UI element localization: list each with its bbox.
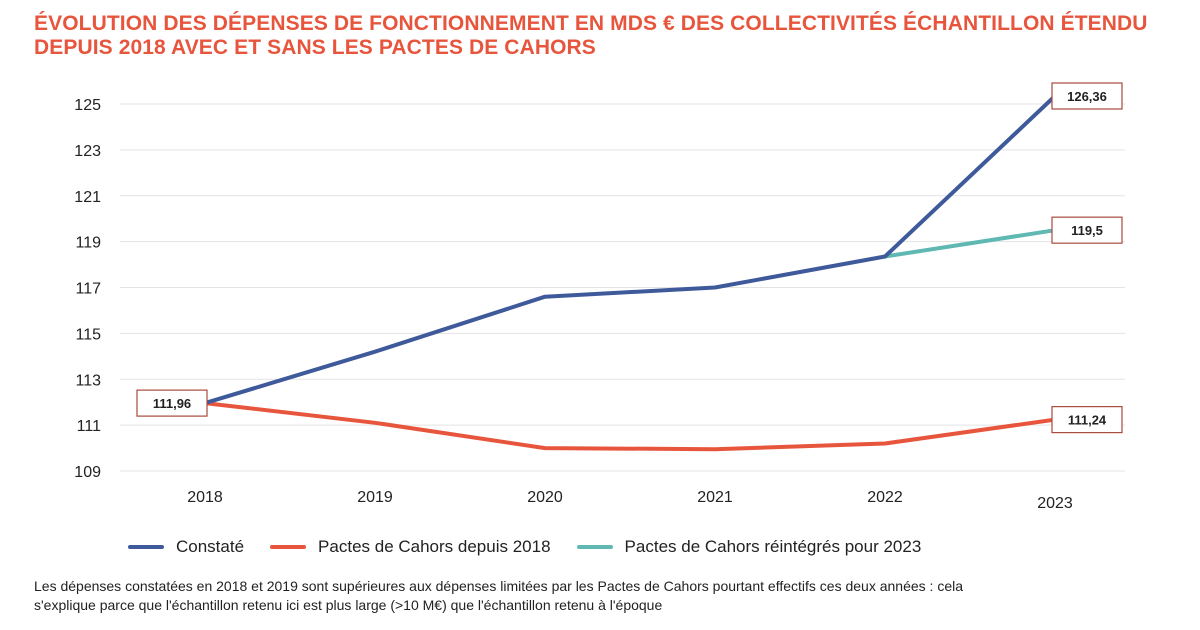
- legend-label-cahors: Pactes de Cahors depuis 2018: [318, 537, 551, 556]
- chart-title: ÉVOLUTION DES DÉPENSES DE FONCTIONNEMENT…: [34, 12, 1174, 60]
- data-label-box: [136, 389, 208, 417]
- y-tick-label: 113: [75, 372, 101, 389]
- data-label: 119,5: [1071, 223, 1103, 238]
- y-tick-label: 125: [74, 97, 101, 114]
- x-tick-label: 2020: [527, 489, 563, 506]
- data-label: 111,96: [153, 396, 191, 411]
- series-line-1: [203, 401, 1057, 452]
- x-tick-label: 2021: [697, 489, 733, 506]
- data-label-box: [1051, 82, 1123, 110]
- legend-label-constate: Constaté: [176, 537, 245, 556]
- data-label-box: [1051, 216, 1123, 244]
- legend-label-reintegres: Pactes de Cahors réintégrés pour 2023: [624, 537, 922, 556]
- data-label: 111,24: [1068, 413, 1107, 428]
- y-tick-label: 123: [74, 143, 101, 160]
- legend-swatch-constate: [128, 545, 164, 549]
- legend-item-constate: Constaté: [128, 537, 244, 557]
- data-label-box: [1051, 406, 1123, 434]
- x-tick-label: 2018: [187, 489, 223, 506]
- chart-legend: Constaté Pactes de Cahors depuis 2018 Pa…: [128, 532, 947, 562]
- legend-item-cahors: Pactes de Cahors depuis 2018: [270, 537, 551, 557]
- legend-swatch-reintegres: [576, 545, 613, 549]
- x-tick-label: 2023: [1037, 495, 1073, 512]
- chart-title-line-2: DEPUIS 2018 AVEC ET SANS LES PACTES DE C…: [34, 36, 596, 59]
- chart-title-line-1: ÉVOLUTION DES DÉPENSES DE FONCTIONNEMENT…: [34, 12, 1148, 35]
- legend-item-reintegres: Pactes de Cahors réintégrés pour 2023: [576, 537, 922, 557]
- y-tick-label: 111: [77, 418, 101, 435]
- y-tick-label: 119: [75, 235, 101, 252]
- series-line-0: [203, 94, 1057, 406]
- footnote-line-1: Les dépenses constatées en 2018 et 2019 …: [34, 578, 963, 594]
- y-tick-label: 115: [75, 326, 101, 343]
- data-label: 126,36: [1067, 89, 1107, 104]
- legend-swatch-cahors: [270, 545, 307, 549]
- x-tick-label: 2019: [357, 489, 393, 506]
- y-tick-label: 109: [74, 464, 101, 481]
- footnote-line-2: s'explique parce que l'échantillon reten…: [34, 597, 663, 613]
- x-tick-label: 2022: [867, 489, 903, 506]
- chart-footnote: Les dépenses constatées en 2018 et 2019 …: [34, 577, 1184, 615]
- y-tick-label: 117: [75, 281, 101, 298]
- series-line-2: [883, 228, 1057, 259]
- line-chart: 109 111 113 115 117 119 121 123 125 2018 2019 2020 2…: [74, 82, 1125, 512]
- y-tick-label: 121: [74, 189, 101, 206]
